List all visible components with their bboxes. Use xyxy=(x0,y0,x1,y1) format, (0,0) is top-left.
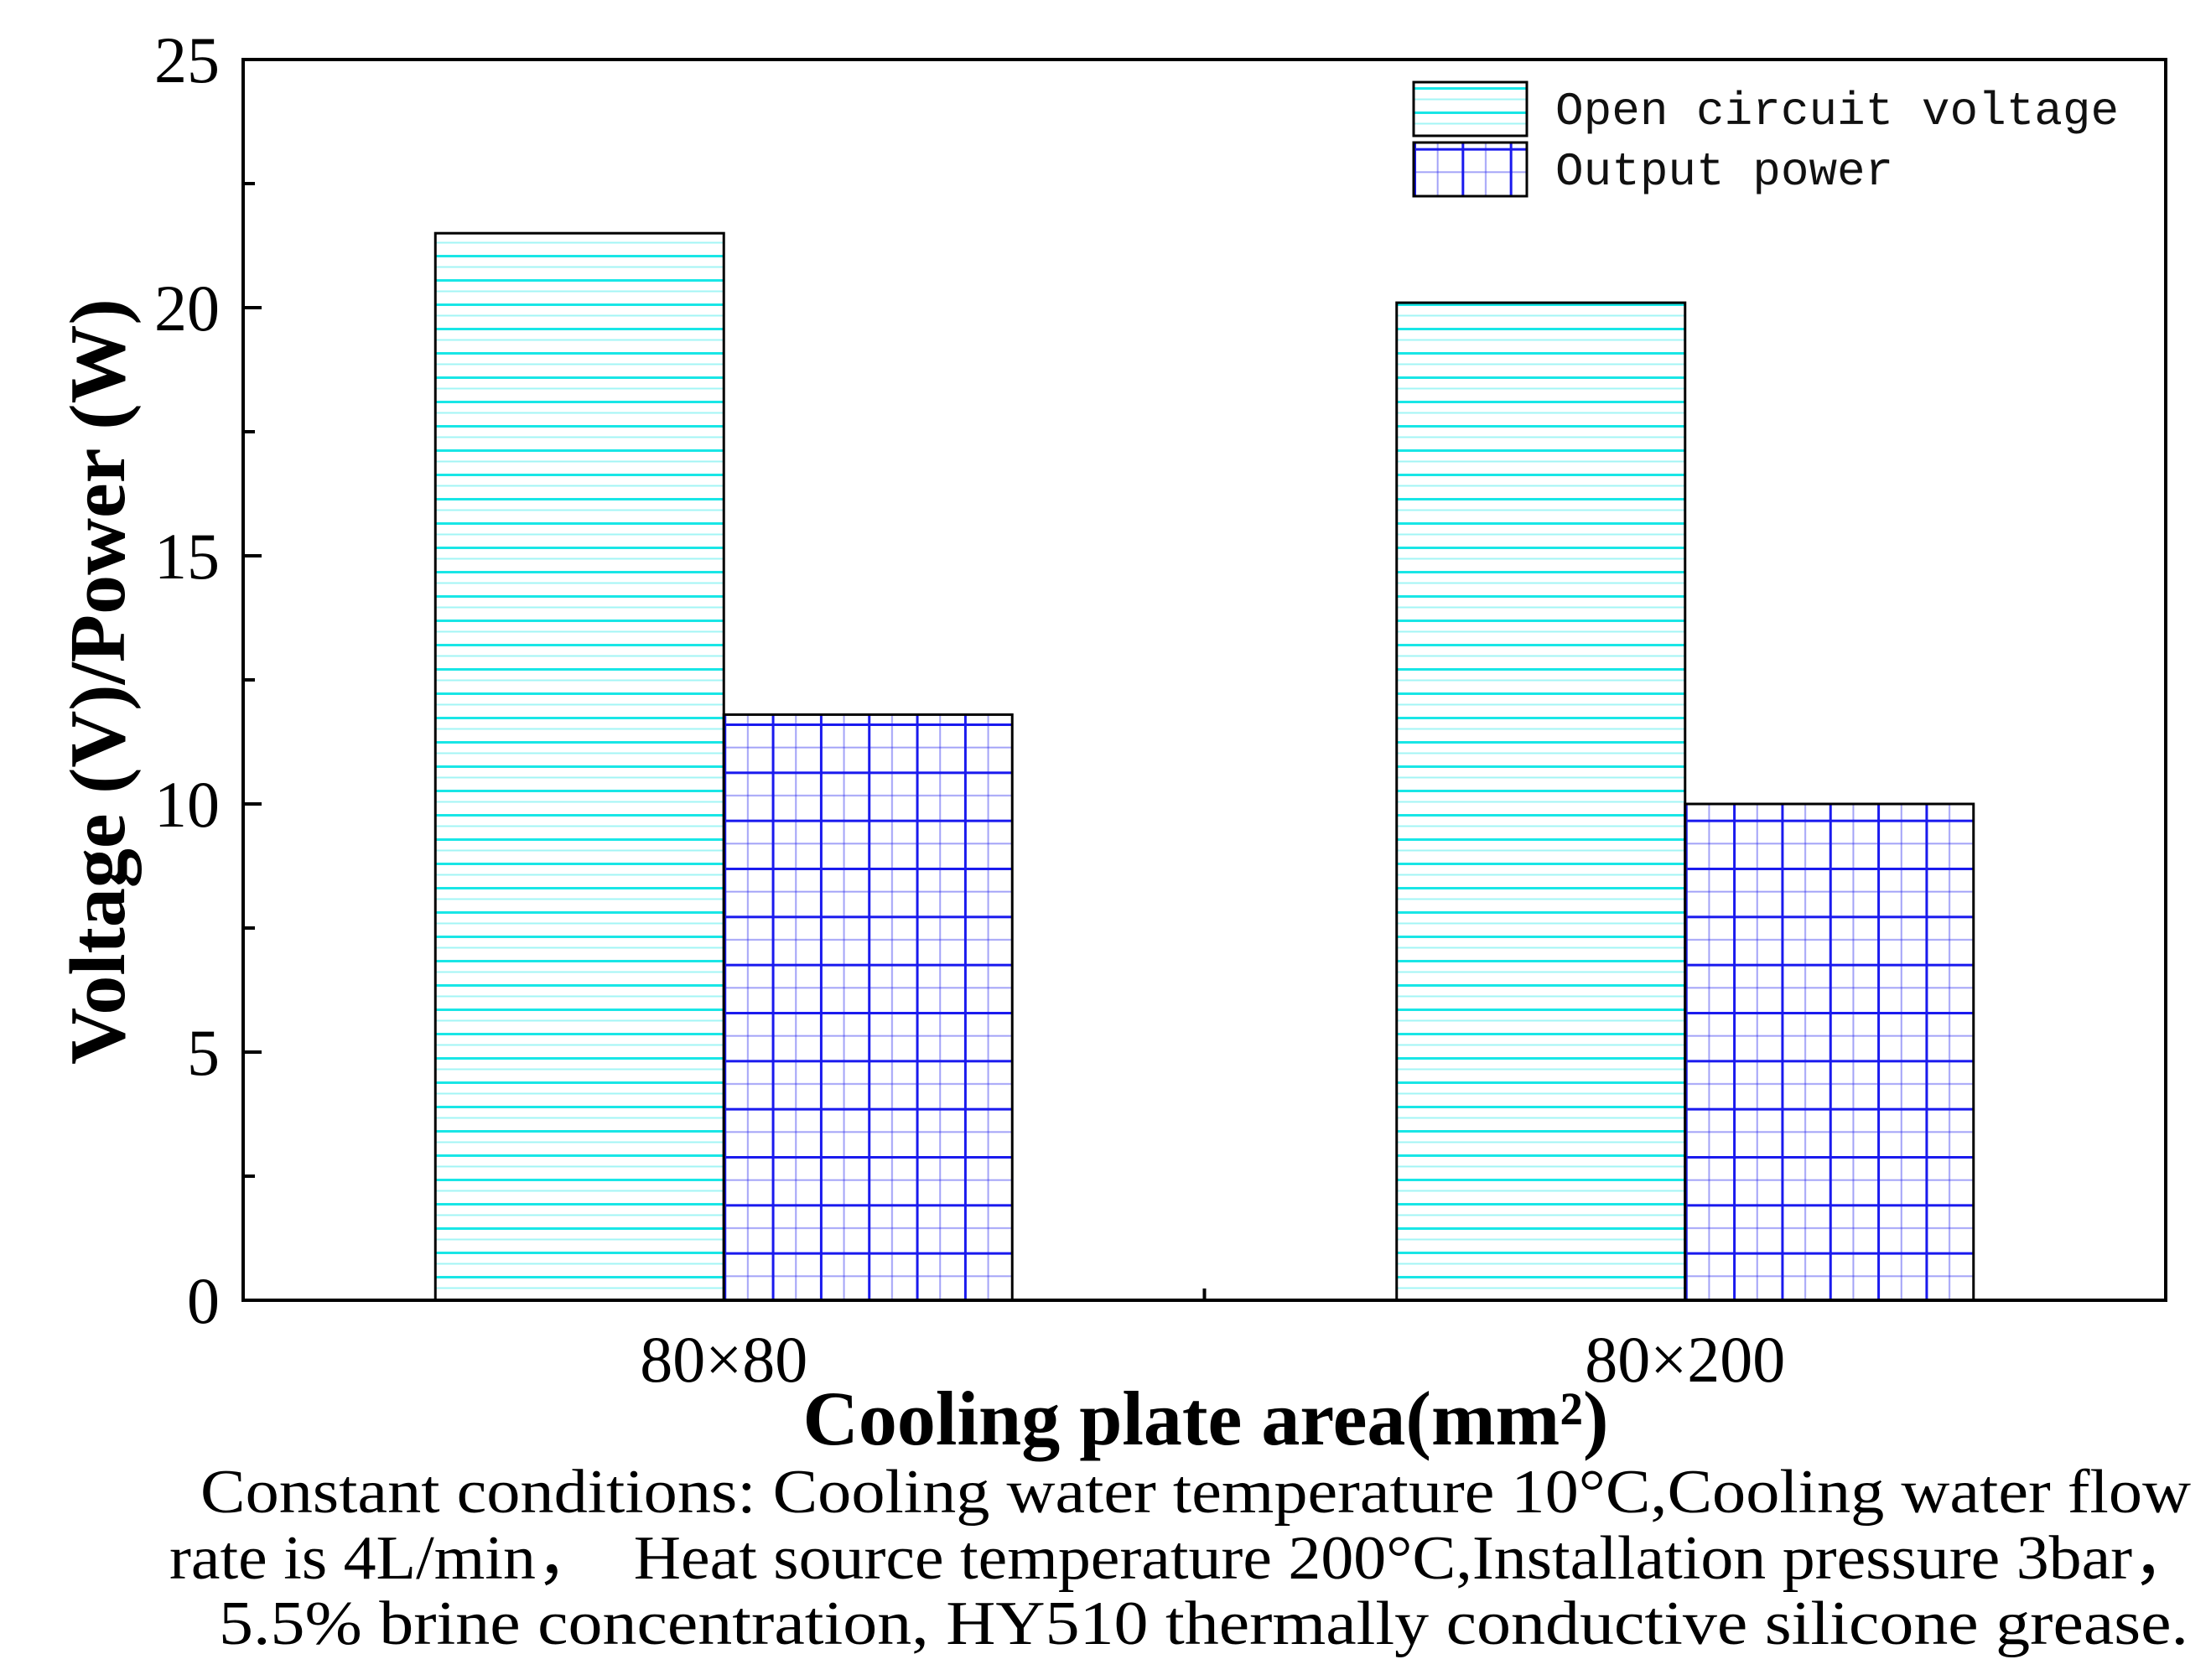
legend-label-output-power: Output power xyxy=(1555,145,1893,199)
caption-line-1: Constant conditions: Cooling water tempe… xyxy=(200,1458,2192,1527)
caption: Constant conditions: Cooling water tempe… xyxy=(169,1458,2198,1658)
plot-area: 0 5 10 15 20 25 80×80 80×200 Open circuit voltag… xyxy=(154,23,2167,1396)
legend-swatch-open-circuit-voltage xyxy=(1412,80,1528,137)
legend-swatch-output-power xyxy=(1412,141,1528,198)
caption-line-3: 5.5% brine concentration, HY510 thermall… xyxy=(219,1589,2188,1658)
y-tick-label: 20 xyxy=(154,272,220,345)
bar-open-circuit-voltage-80-80 xyxy=(433,231,725,1302)
bar-output-power-80-80 xyxy=(722,713,1014,1302)
y-tick-label: 0 xyxy=(187,1264,220,1337)
y-tick-label: 5 xyxy=(187,1016,220,1089)
x-tick-label: 80×200 xyxy=(1585,1323,1785,1396)
bar-open-circuit-voltage-80-200 xyxy=(1395,301,1687,1302)
bar-output-power-80-200 xyxy=(1684,802,1975,1302)
caption-line-2: rate is 4L/min， Heat source temperature … xyxy=(169,1524,2198,1593)
legend: Open circuit voltage Output power xyxy=(1412,80,2119,199)
y-tick-label: 15 xyxy=(154,520,220,593)
x-axis-title: Cooling plate area(mm²) xyxy=(802,1376,1608,1461)
legend-label-open-circuit-voltage: Open circuit voltage xyxy=(1555,85,2119,138)
y-tick-label: 25 xyxy=(154,23,220,96)
y-tick-label: 10 xyxy=(154,768,220,841)
x-tick-label: 80×80 xyxy=(640,1323,807,1396)
y-axis-title: Voltage (V)/Power (W) xyxy=(54,298,142,1065)
